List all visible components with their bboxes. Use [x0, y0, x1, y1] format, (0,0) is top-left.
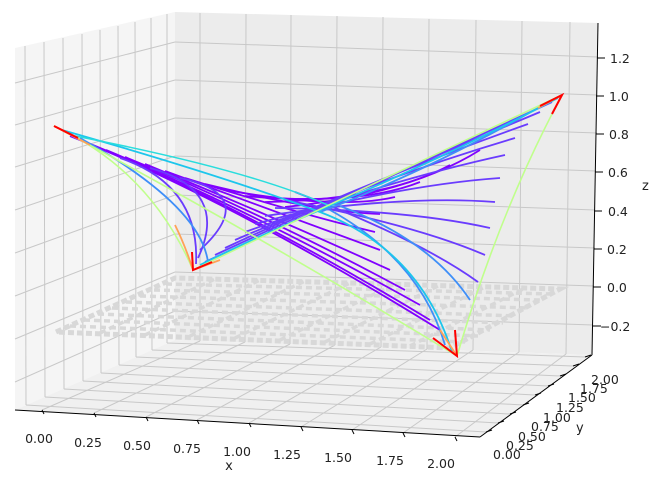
y-tick-label: 1.00: [543, 410, 571, 425]
z-tick-label: 1.0: [609, 89, 629, 104]
y-tick-label: 2.00: [591, 372, 619, 387]
x-tick-label: 1.50: [324, 450, 352, 465]
x-tick-label: 1.00: [223, 444, 251, 459]
z-tick-label: 0.4: [608, 204, 628, 219]
x-tick-label: 0.25: [74, 435, 102, 450]
y-axis-ticks: [485, 354, 592, 433]
z-axis-label: z: [642, 179, 649, 194]
z-tick-label: 1.2: [610, 51, 630, 66]
x-tick-label: 0.75: [173, 441, 201, 456]
y-axis-tick-labels: 0.00 0.25 0.50 0.75 1.00 1.25 1.50 1.75 …: [493, 372, 619, 462]
x-axis-ticks: [41, 409, 458, 442]
axis-lines: [14, 22, 599, 438]
floor-projection: [54, 275, 570, 351]
z-axis-ticks: [593, 57, 605, 327]
z-tick-label: 0.0: [607, 280, 627, 295]
y-axis-label: y: [576, 421, 584, 436]
x-tick-label: 0.00: [25, 431, 53, 446]
y-tick-label: 0.25: [506, 438, 534, 453]
surface-wireframe: [53, 92, 565, 359]
y-tick-label: 1.75: [580, 381, 608, 396]
x-tick-label: 2.00: [427, 456, 455, 471]
z-tick-label: 0.8: [609, 127, 629, 142]
y-tick-label: 1.25: [556, 400, 584, 415]
x-tick-label: 0.50: [123, 438, 151, 453]
y-tick-label: 1.50: [568, 390, 596, 405]
x-axis-label: x: [225, 459, 233, 474]
z-tick-label: −0.2: [600, 319, 630, 334]
z-tick-label: 0.6: [608, 165, 628, 180]
y-tick-label: 0.75: [531, 419, 559, 434]
z-tick-label: 0.2: [607, 242, 627, 257]
y-tick-label: 0.50: [518, 429, 546, 444]
x-axis-tick-labels: 0.00 0.25 0.50 0.75 1.00 1.25 1.50 1.75 …: [25, 431, 455, 474]
z-axis-tick-labels: −0.2 0.0 0.2 0.4 0.6 0.8 1.0 1.2 z: [600, 51, 649, 334]
x-tick-label: 1.75: [376, 453, 404, 468]
y-tick-label: 0.00: [493, 447, 521, 462]
x-tick-label: 1.25: [273, 447, 301, 462]
